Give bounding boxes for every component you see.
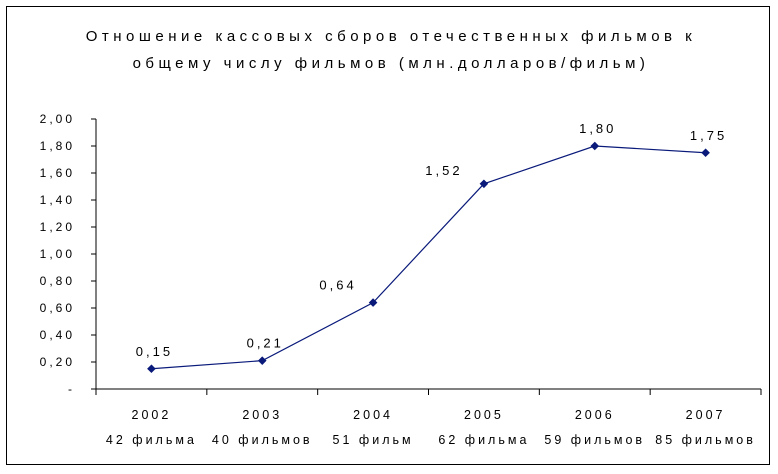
chart-title-line-1: Отношение кассовых сборов отечественных … (86, 28, 697, 45)
chart-title: Отношение кассовых сборов отечественных … (86, 28, 697, 72)
x-category-sublabel: 42 фильма (106, 433, 197, 447)
data-point-marker (701, 148, 710, 158)
y-tick-label: 1,60 (40, 166, 75, 180)
y-tick-label: - (68, 382, 75, 396)
x-category-label: 2003 (242, 408, 282, 422)
data-point-marker (257, 356, 267, 365)
x-category-label: 2002 (132, 408, 172, 422)
data-value-label: 0,15 (136, 344, 173, 359)
x-category-sublabel: 85 фильмов (655, 433, 756, 447)
y-tick-label: 0,60 (40, 301, 75, 315)
x-category-label: 2004 (353, 408, 393, 422)
data-point-marker (147, 364, 156, 374)
data-value-label: 1,52 (425, 163, 462, 178)
y-axis-ticks: - 0,20 0,40 0,60 0,80 1,00 1,20 1,40 1,60 1,80 2,0… (40, 112, 96, 396)
x-axis-ticks: 2002 42 фильма 2003 40 фильмов 2004 51 фильм 2… (95, 389, 762, 447)
data-value-label: 0,21 (247, 336, 284, 351)
data-value-label: 1,75 (690, 128, 727, 143)
y-tick-label: 1,80 (40, 139, 75, 153)
x-category-label: 2005 (464, 408, 504, 422)
x-category-label: 2006 (575, 408, 615, 422)
x-category-sublabel: 51 фильм (333, 433, 414, 447)
chart-frame: Отношение кассовых сборов отечественных … (6, 6, 770, 465)
data-point-marker (368, 298, 378, 307)
data-point-marker (479, 179, 489, 189)
series-polyline (151, 145, 706, 370)
y-tick-label: 1,20 (40, 220, 75, 234)
line-chart: Отношение кассовых сборов отечественных … (40, 28, 762, 447)
y-tick-label: 1,00 (40, 247, 75, 261)
x-category-label: 2007 (686, 408, 726, 422)
chart-title-line-2: общему числу фильмов (млн.долларов/фильм… (133, 55, 650, 72)
y-tick-label: 0,80 (40, 274, 75, 288)
x-category-sublabel: 59 фильмов (544, 433, 645, 447)
y-tick-label: 2,00 (40, 112, 75, 126)
x-category-sublabel: 40 фильмов (212, 433, 313, 447)
data-labels: 0,15 0,21 0,64 1,52 1,80 1,75 (136, 121, 727, 359)
series-markers (147, 141, 710, 374)
y-tick-label: 1,40 (40, 193, 75, 207)
x-category-sublabel: 62 фильма (438, 433, 529, 447)
y-tick-label: 0,40 (40, 328, 75, 342)
data-value-label: 1,80 (579, 121, 616, 136)
data-point-marker (590, 141, 600, 151)
data-value-label: 0,64 (319, 278, 356, 293)
axes (95, 119, 761, 390)
series-line (151, 145, 706, 370)
y-tick-label: 0,20 (40, 355, 75, 369)
